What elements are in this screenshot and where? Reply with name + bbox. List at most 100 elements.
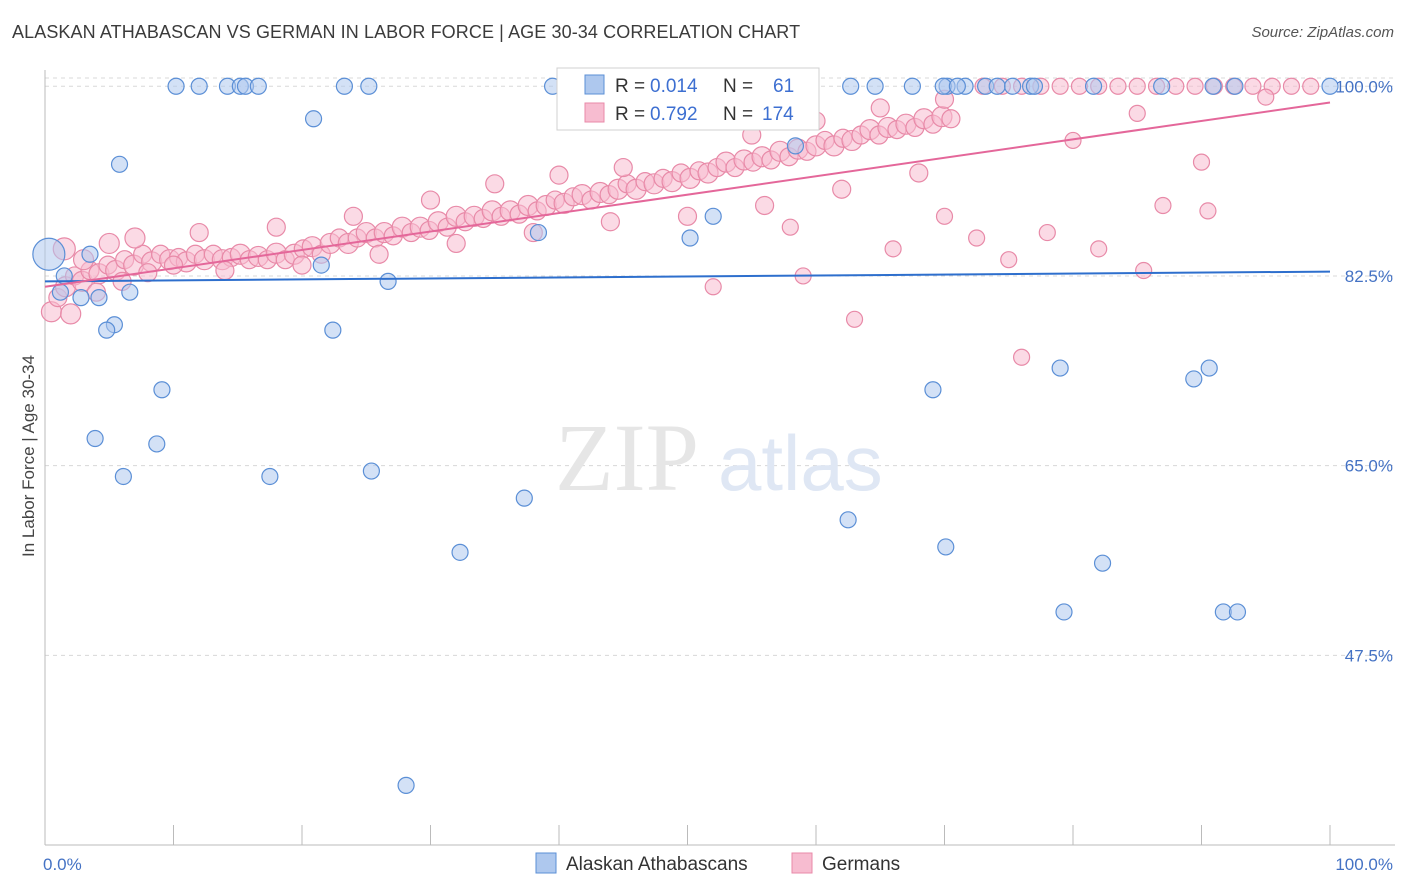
legend-n-label-2: N = xyxy=(723,104,753,125)
germans-point xyxy=(1135,261,1153,280)
germans-point xyxy=(1186,77,1204,95)
germans-point xyxy=(832,179,852,199)
watermark-atlas: atlas xyxy=(718,419,883,507)
germans-point xyxy=(884,240,902,258)
athabascan-point xyxy=(1093,554,1112,572)
germans-point xyxy=(935,207,954,225)
series-legend-germans: Germans xyxy=(822,854,900,875)
athabascan-point xyxy=(1228,603,1247,621)
y-tick-label: 47.5% xyxy=(1345,646,1393,665)
athabascan-point xyxy=(1226,77,1244,95)
germans-point xyxy=(704,278,722,296)
athabascan-point xyxy=(937,538,955,556)
athabascan-point xyxy=(90,289,108,307)
athabascan-point xyxy=(397,776,415,794)
athabascan-point xyxy=(167,77,185,95)
athabascan-point xyxy=(704,207,722,225)
y-axis-label: In Labor Force | Age 30-34 xyxy=(19,355,38,557)
athabascan-point xyxy=(304,110,323,128)
athabascan-point xyxy=(988,77,1006,95)
athabascan-point xyxy=(148,435,166,453)
athabascan-point xyxy=(32,237,66,271)
athabascan-point xyxy=(529,223,548,242)
germans-point xyxy=(292,255,312,275)
athabascan-point xyxy=(249,77,267,95)
athabascan-trend-line xyxy=(44,270,1331,283)
germans-point xyxy=(1199,202,1217,220)
germans-point xyxy=(677,206,698,226)
germans-point xyxy=(1192,153,1211,171)
source-credit: Source: ZipAtlas.com xyxy=(1251,24,1394,41)
legend-r-label-2: R = xyxy=(615,104,645,125)
athabascan-point xyxy=(153,381,171,399)
athabascan-point xyxy=(312,256,330,274)
trend-lines xyxy=(44,101,1331,288)
athabascan-point xyxy=(86,429,104,448)
athabascan-point xyxy=(51,283,70,301)
athabascan-point xyxy=(81,245,99,263)
athabascan-point xyxy=(1321,77,1339,95)
athabascan-point xyxy=(335,77,354,95)
athabascan-point xyxy=(1004,77,1022,95)
legend-n-label-1: N = xyxy=(723,76,753,97)
x-tick-label-end: 100.0% xyxy=(1335,855,1393,874)
germans-point xyxy=(909,163,929,183)
germans-point xyxy=(549,165,569,185)
legend-swatch-pink xyxy=(584,102,605,123)
athabascan-point xyxy=(1051,359,1069,377)
athabascan-point xyxy=(681,229,699,247)
germans-point xyxy=(968,229,986,247)
germans-point xyxy=(600,212,621,232)
athabascan-point xyxy=(786,137,805,155)
germans-point xyxy=(124,227,146,249)
germans-point xyxy=(1154,196,1172,215)
legend-r-label-1: R = xyxy=(615,76,645,97)
athabascan-point xyxy=(324,321,342,339)
series-legend-swatch-germans xyxy=(791,852,813,874)
series-legend-athabascan: Alaskan Athabascans xyxy=(566,854,748,875)
germans-point xyxy=(1109,77,1127,95)
athabascan-point xyxy=(1025,77,1044,95)
legend-r-value-1: 0.014 xyxy=(650,76,698,97)
germans-point xyxy=(1244,77,1262,95)
legend-n-value-1: 61 xyxy=(773,76,794,97)
legend-n-value-2: 174 xyxy=(762,104,794,125)
germans-point xyxy=(941,109,961,129)
athabascan-point xyxy=(866,77,884,95)
athabascan-point xyxy=(515,489,533,507)
athabascan-point xyxy=(360,77,378,95)
athabascan-point xyxy=(1084,77,1103,95)
watermark-zip: ZIP xyxy=(555,404,699,511)
athabascan-point xyxy=(1185,370,1203,388)
germans-trend-line xyxy=(44,101,1331,288)
athabascan-point xyxy=(903,77,921,95)
athabascan-points xyxy=(32,77,1339,794)
germans-point xyxy=(1128,77,1146,95)
germans-point xyxy=(189,222,209,243)
germans-point xyxy=(60,303,82,325)
correlation-legend: R = 0.014 N = 61 R = 0.792 N = 174 xyxy=(556,67,820,131)
chart-title: ALASKAN ATHABASCAN VS GERMAN IN LABOR FO… xyxy=(12,22,801,42)
watermark: ZIP atlas xyxy=(555,404,883,511)
germans-point xyxy=(781,218,799,236)
athabascan-point xyxy=(261,467,279,486)
athabascan-point xyxy=(451,543,469,561)
germans-point xyxy=(1090,240,1108,258)
germans-point xyxy=(1051,77,1069,95)
athabascan-point xyxy=(98,321,116,339)
athabascan-point xyxy=(1153,77,1171,95)
axes xyxy=(44,70,1395,846)
athabascan-point xyxy=(190,77,208,95)
athabascan-point xyxy=(1055,603,1073,621)
germans-point xyxy=(1128,104,1146,122)
germans-point xyxy=(870,98,890,118)
series-legend: Alaskan Athabascans Germans xyxy=(535,852,900,875)
germans-point xyxy=(446,233,466,254)
athabascan-point xyxy=(114,467,132,486)
athabascan-point xyxy=(1200,359,1218,377)
athabascan-point xyxy=(379,272,397,290)
athabascan-point xyxy=(1204,77,1222,95)
y-tick-label: 82.5% xyxy=(1345,267,1393,286)
germans-point xyxy=(98,232,120,255)
